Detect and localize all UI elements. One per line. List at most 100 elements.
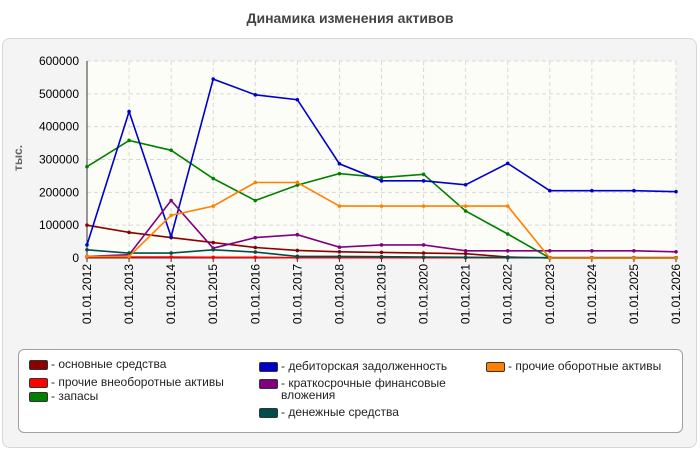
data-point: [632, 248, 636, 253]
data-point: [211, 204, 216, 208]
data-point: [253, 250, 258, 254]
chart-title: Динамика изменения активов: [246, 10, 454, 26]
legend-item: - прочие внеоборотные активы: [29, 376, 224, 388]
data-point: [253, 198, 258, 203]
legend-item: - краткосрочные финансовые вложения: [259, 377, 459, 401]
data-point: [379, 179, 384, 183]
data-point: [337, 249, 342, 254]
data-point: [85, 247, 89, 252]
y-axis-label: тыс.: [11, 145, 25, 171]
legend-label: - денежные средства: [281, 405, 399, 419]
data-point: [505, 204, 510, 208]
data-point: [463, 209, 468, 213]
legend-item: - денежные средства: [259, 406, 399, 418]
legend-swatch: [259, 408, 278, 418]
data-point: [379, 175, 384, 180]
y-tick-label: 300000: [39, 153, 79, 167]
data-point: [505, 255, 510, 260]
data-point: [590, 248, 594, 253]
legend-item: - дебиторская задолженность: [259, 360, 447, 372]
data-point: [253, 245, 258, 250]
data-point: [295, 254, 300, 259]
data-point: [590, 188, 594, 193]
legend-swatch: [259, 379, 278, 389]
data-point: [211, 247, 216, 252]
data-point: [253, 93, 258, 97]
chart-legend: - основные средства - прочие внеоборотные…: [18, 349, 683, 433]
data-point: [295, 180, 300, 185]
data-point: [632, 256, 636, 260]
data-point: [211, 77, 216, 81]
legend-swatch: [29, 392, 48, 402]
legend-item: - основные средства: [29, 358, 166, 370]
data-point: [337, 204, 342, 208]
line-chart: 0 100000 200000 300000 400000 500000 600000 01.…: [11, 54, 683, 324]
legend-label: - прочие внеоборотные активы: [51, 375, 224, 389]
data-point: [295, 248, 300, 253]
y-tick-label: 600000: [39, 54, 79, 68]
data-point: [211, 255, 216, 260]
data-point: [463, 251, 468, 256]
data-point: [85, 164, 89, 169]
data-point: [211, 176, 216, 181]
data-point: [253, 255, 258, 260]
data-point: [169, 234, 173, 239]
data-point: [169, 198, 173, 203]
legend-label: - прочие оборотные активы: [508, 359, 662, 373]
data-point: [421, 255, 426, 259]
data-point: [547, 256, 552, 260]
legend-label: - краткосрочные финансовые вложения: [281, 376, 446, 402]
data-point: [379, 254, 384, 259]
x-tick-label: 01.01.2026: [669, 264, 683, 324]
x-tick-label: 01.01.2024: [585, 264, 599, 324]
data-point: [295, 97, 300, 102]
data-point: [85, 223, 89, 227]
data-point: [169, 213, 173, 218]
y-tick-label: 100000: [39, 218, 79, 232]
data-point: [295, 183, 300, 187]
data-point: [421, 204, 426, 208]
data-point: [337, 254, 342, 259]
data-point: [632, 188, 636, 193]
data-point: [505, 248, 510, 253]
data-point: [505, 161, 510, 166]
data-point: [379, 204, 384, 208]
data-point: [547, 188, 552, 193]
data-point: [463, 248, 468, 253]
legend-label: - дебиторская задолженность: [281, 359, 448, 373]
x-tick-label: 01.01.2012: [80, 264, 94, 324]
data-point: [169, 148, 173, 153]
data-point: [169, 255, 173, 259]
data-point: [337, 245, 342, 249]
data-point: [379, 250, 384, 255]
x-tick-label: 01.01.2015: [206, 264, 220, 324]
data-point: [85, 243, 89, 247]
data-point: [85, 254, 89, 259]
y-tick-label: 400000: [39, 120, 79, 134]
x-tick-label: 01.01.2013: [122, 264, 136, 324]
y-tick-label: 0: [72, 251, 79, 265]
data-point: [463, 182, 468, 187]
data-point: [463, 255, 468, 260]
data-point: [590, 256, 594, 260]
data-point: [547, 248, 552, 253]
x-tick-label: 01.01.2020: [417, 264, 431, 324]
data-point: [379, 243, 384, 247]
legend-swatch: [29, 360, 48, 370]
data-point: [463, 204, 468, 208]
data-point: [295, 232, 300, 237]
x-tick-label: 01.01.2016: [248, 264, 262, 324]
data-point: [674, 249, 678, 254]
data-point: [127, 230, 131, 235]
legend-swatch: [29, 378, 48, 388]
legend-swatch: [486, 362, 505, 372]
x-tick-label: 01.01.2014: [164, 264, 178, 324]
data-point: [674, 189, 678, 194]
data-point: [127, 138, 131, 143]
data-point: [421, 251, 426, 255]
legend-item: - запасы: [29, 390, 98, 402]
legend-label: - основные средства: [51, 357, 167, 371]
x-tick-label: 01.01.2025: [627, 264, 641, 324]
y-tick-label: 200000: [39, 185, 79, 199]
data-point: [127, 251, 131, 255]
